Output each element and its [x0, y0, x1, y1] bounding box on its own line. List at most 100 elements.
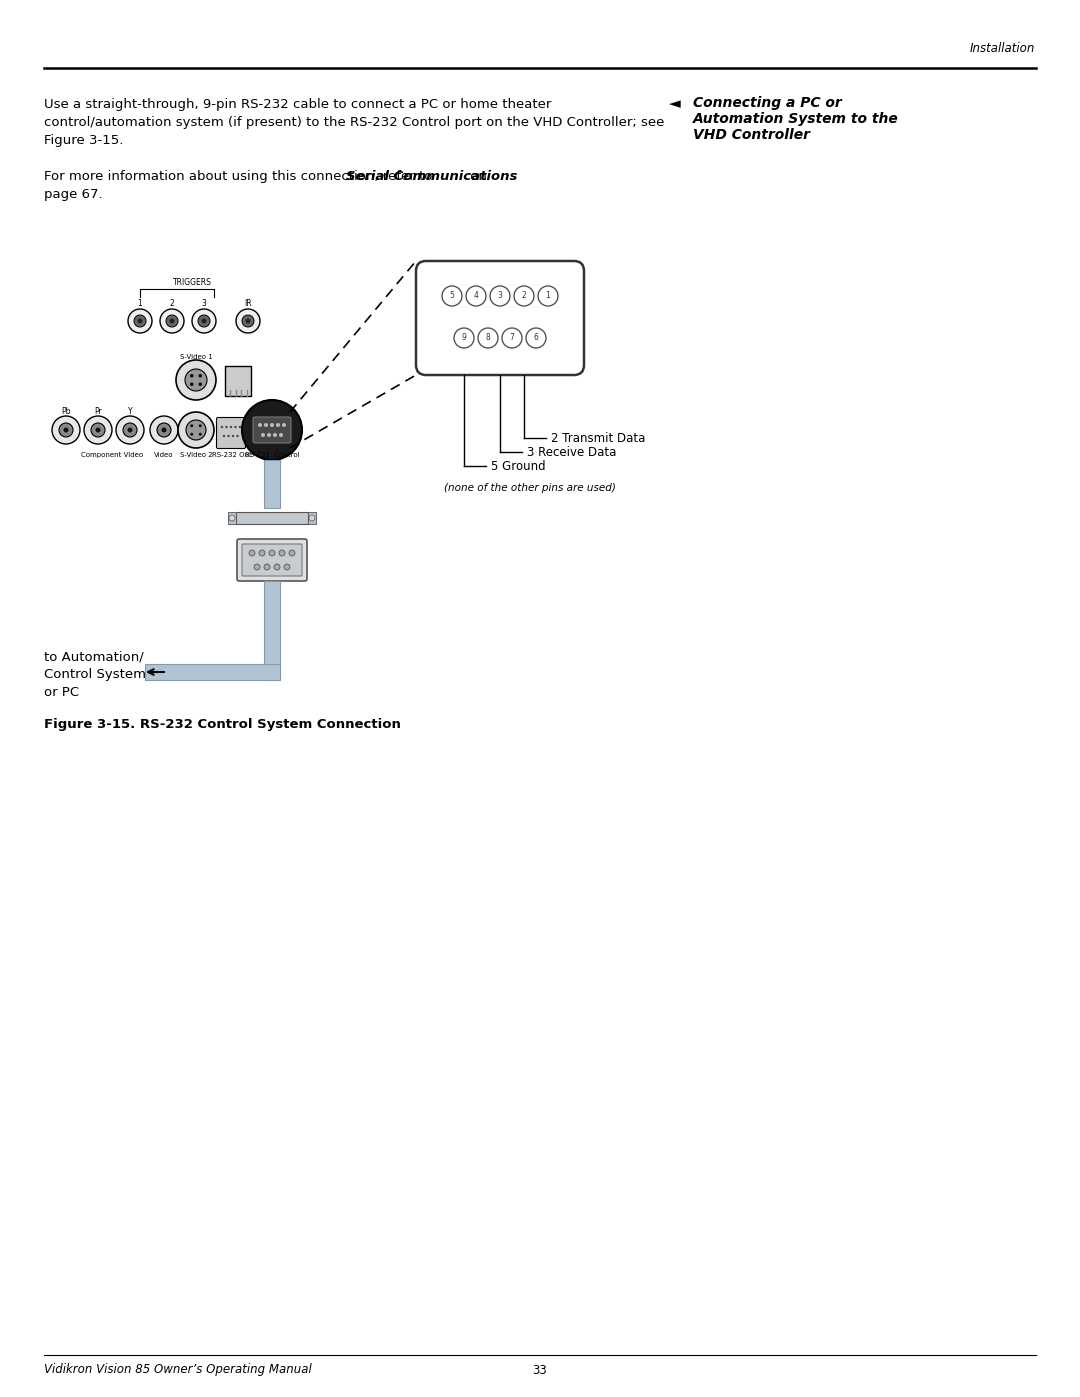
Text: 4: 4	[473, 292, 478, 300]
Text: RS-232  Control: RS-232 Control	[245, 453, 299, 458]
Text: control/automation system (if present) to the RS-232 Control port on the VHD Con: control/automation system (if present) t…	[44, 116, 664, 129]
Circle shape	[242, 314, 254, 327]
Circle shape	[229, 515, 235, 521]
Text: Automation System to the: Automation System to the	[693, 112, 899, 126]
Text: 5: 5	[449, 292, 455, 300]
Circle shape	[186, 420, 206, 440]
Circle shape	[309, 515, 315, 521]
Text: 2 Transmit Data: 2 Transmit Data	[551, 432, 646, 444]
Circle shape	[123, 423, 137, 437]
Circle shape	[234, 426, 237, 429]
Text: 33: 33	[532, 1363, 548, 1376]
Text: Use a straight-through, 9-pin RS-232 cable to connect a PC or home theater: Use a straight-through, 9-pin RS-232 cab…	[44, 98, 552, 110]
Circle shape	[160, 309, 184, 332]
FancyBboxPatch shape	[308, 511, 316, 524]
Text: 1: 1	[137, 299, 143, 307]
Circle shape	[227, 434, 230, 437]
Circle shape	[237, 434, 239, 437]
Circle shape	[220, 426, 224, 429]
Text: Vidikron Vision 85 Owner’s Operating Manual: Vidikron Vision 85 Owner’s Operating Man…	[44, 1363, 312, 1376]
Circle shape	[134, 314, 146, 327]
FancyBboxPatch shape	[237, 539, 307, 581]
Text: Control System: Control System	[44, 668, 146, 680]
Text: (none of the other pins are used): (none of the other pins are used)	[444, 483, 616, 493]
Circle shape	[284, 564, 291, 570]
Circle shape	[239, 426, 241, 429]
Circle shape	[454, 328, 474, 348]
Circle shape	[261, 433, 265, 437]
Circle shape	[289, 550, 295, 556]
Text: IR: IR	[244, 299, 252, 307]
Bar	[145, 664, 280, 680]
Circle shape	[249, 550, 255, 556]
Circle shape	[129, 309, 152, 332]
Text: Pr: Pr	[94, 408, 102, 416]
Circle shape	[190, 374, 193, 377]
Text: or PC: or PC	[44, 686, 79, 698]
Text: 8: 8	[486, 334, 490, 342]
Text: 3: 3	[202, 299, 206, 307]
Circle shape	[502, 328, 522, 348]
Text: 1: 1	[545, 292, 551, 300]
Circle shape	[279, 433, 283, 437]
Circle shape	[178, 412, 214, 448]
Text: Connecting a PC or: Connecting a PC or	[693, 96, 841, 110]
Circle shape	[157, 423, 171, 437]
Text: Serial Communications: Serial Communications	[346, 170, 517, 183]
Circle shape	[230, 426, 232, 429]
Text: 3 Receive Data: 3 Receive Data	[527, 446, 617, 458]
Circle shape	[478, 328, 498, 348]
Circle shape	[465, 286, 486, 306]
FancyBboxPatch shape	[242, 543, 302, 576]
Text: Video: Video	[154, 453, 174, 458]
Circle shape	[52, 416, 80, 444]
Circle shape	[538, 286, 558, 306]
Text: For more information about using this connection, refer to: For more information about using this co…	[44, 170, 436, 183]
Circle shape	[84, 416, 112, 444]
Text: VHD Controller: VHD Controller	[693, 129, 810, 142]
Circle shape	[162, 427, 166, 433]
Text: 7: 7	[510, 334, 514, 342]
Circle shape	[198, 314, 210, 327]
Circle shape	[199, 383, 202, 386]
Bar	[237, 511, 308, 524]
Text: TRIGGERS: TRIGGERS	[173, 278, 212, 286]
FancyBboxPatch shape	[216, 418, 245, 448]
Circle shape	[190, 383, 193, 386]
Circle shape	[199, 374, 202, 377]
Circle shape	[116, 416, 144, 444]
Text: 5 Ground: 5 Ground	[491, 460, 545, 472]
Circle shape	[526, 328, 546, 348]
Circle shape	[170, 319, 175, 324]
Circle shape	[95, 427, 100, 433]
Circle shape	[226, 426, 228, 429]
Circle shape	[176, 360, 216, 400]
Circle shape	[199, 433, 202, 436]
Bar	[264, 581, 280, 680]
Circle shape	[150, 416, 178, 444]
Text: ◄: ◄	[670, 96, 681, 110]
Text: 3: 3	[498, 292, 502, 300]
Circle shape	[202, 319, 206, 324]
Text: Installation: Installation	[970, 42, 1035, 54]
Text: 2: 2	[522, 292, 526, 300]
Circle shape	[276, 423, 280, 427]
Circle shape	[190, 425, 193, 427]
Circle shape	[127, 427, 133, 433]
Text: Y: Y	[127, 408, 133, 416]
Text: 6: 6	[534, 334, 539, 342]
Circle shape	[137, 319, 143, 324]
Circle shape	[269, 550, 275, 556]
FancyBboxPatch shape	[225, 366, 251, 395]
Text: Figure 3-15. RS-232 Control System Connection: Figure 3-15. RS-232 Control System Conne…	[44, 718, 401, 731]
Circle shape	[237, 309, 260, 332]
Circle shape	[264, 564, 270, 570]
Text: 2: 2	[170, 299, 174, 307]
Text: S-Video 1: S-Video 1	[179, 353, 213, 360]
Circle shape	[267, 433, 271, 437]
Circle shape	[59, 423, 73, 437]
Circle shape	[258, 423, 262, 427]
Bar	[264, 460, 280, 509]
Text: on: on	[465, 170, 487, 183]
Circle shape	[242, 400, 302, 460]
